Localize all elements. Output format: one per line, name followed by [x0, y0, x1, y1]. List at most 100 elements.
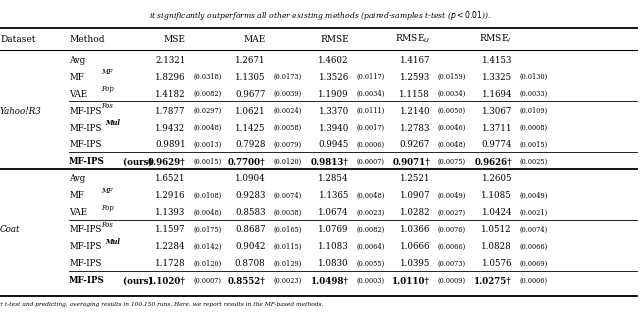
Text: 1.0907: 1.0907 — [399, 191, 430, 200]
Text: Pop: Pop — [102, 85, 115, 93]
Text: RMSE$_I$: RMSE$_I$ — [479, 33, 512, 45]
Text: Mul: Mul — [105, 238, 120, 246]
Text: † t-test and predicting, averaging results in 100,150 runs. Here, we report resu: † t-test and predicting, averaging resul… — [0, 302, 323, 307]
Text: 0.9626†: 0.9626† — [474, 157, 512, 167]
Text: 1.0666: 1.0666 — [399, 242, 430, 251]
Text: 0.8552†: 0.8552† — [228, 276, 266, 285]
Text: 0.8708: 0.8708 — [235, 259, 266, 268]
Text: MF-IPS: MF-IPS — [69, 276, 105, 285]
Text: (0.0075): (0.0075) — [438, 158, 466, 166]
Text: 1.2140: 1.2140 — [399, 107, 430, 115]
Text: 1.3711: 1.3711 — [481, 124, 512, 132]
Text: (0.0297): (0.0297) — [193, 107, 221, 115]
Text: 2.1321: 2.1321 — [156, 56, 186, 65]
Text: (0.0130): (0.0130) — [520, 73, 548, 81]
Text: MF-IPS: MF-IPS — [69, 157, 105, 167]
Text: 1.0110†: 1.0110† — [392, 276, 430, 285]
Text: (ours): (ours) — [120, 157, 152, 167]
Text: 1.4182: 1.4182 — [155, 90, 186, 99]
Text: 0.9891: 0.9891 — [155, 141, 186, 150]
Text: (0.0038): (0.0038) — [273, 209, 301, 217]
Text: (0.0318): (0.0318) — [193, 73, 221, 81]
Text: (0.0048): (0.0048) — [438, 141, 466, 149]
Text: 1.0275†: 1.0275† — [474, 276, 512, 285]
Text: (0.0082): (0.0082) — [356, 226, 385, 234]
Text: 0.9283: 0.9283 — [236, 191, 266, 200]
Text: (0.0079): (0.0079) — [273, 141, 301, 149]
Text: Coat: Coat — [0, 225, 20, 234]
Text: (0.0069): (0.0069) — [520, 259, 548, 268]
Text: VAE: VAE — [69, 90, 87, 99]
Text: (0.0115): (0.0115) — [273, 243, 301, 251]
Text: 1.1728: 1.1728 — [155, 259, 186, 268]
Text: 0.9071†: 0.9071† — [392, 157, 430, 167]
Text: 1.0674: 1.0674 — [318, 208, 349, 217]
Text: 1.2521: 1.2521 — [399, 174, 430, 183]
Text: (0.0058): (0.0058) — [273, 124, 301, 132]
Text: MSE: MSE — [164, 35, 186, 44]
Text: it significantly outperforms all other existing methods (paired-samples t-test (: it significantly outperforms all other e… — [149, 9, 491, 23]
Text: (0.0013): (0.0013) — [193, 141, 221, 149]
Text: (0.0074): (0.0074) — [520, 226, 548, 234]
Text: 0.9677: 0.9677 — [236, 90, 266, 99]
Text: 0.7928: 0.7928 — [235, 141, 266, 150]
Text: 0.9629†: 0.9629† — [148, 157, 186, 167]
Text: (0.0055): (0.0055) — [356, 259, 385, 268]
Text: (0.0050): (0.0050) — [438, 107, 466, 115]
Text: (0.0008): (0.0008) — [520, 124, 548, 132]
Text: (0.0064): (0.0064) — [356, 243, 385, 251]
Text: 1.0621: 1.0621 — [235, 107, 266, 115]
Text: 1.2916: 1.2916 — [155, 191, 186, 200]
Text: RMSE$_U$: RMSE$_U$ — [395, 33, 430, 45]
Text: 1.2593: 1.2593 — [400, 73, 430, 82]
Text: (0.0033): (0.0033) — [520, 90, 548, 98]
Text: (0.0082): (0.0082) — [193, 90, 221, 98]
Text: MF: MF — [69, 191, 84, 200]
Text: 1.1365: 1.1365 — [319, 191, 349, 200]
Text: 1.0424: 1.0424 — [481, 208, 512, 217]
Text: (0.0120): (0.0120) — [273, 158, 301, 166]
Text: 0.9813†: 0.9813† — [311, 157, 349, 167]
Text: MF: MF — [102, 187, 113, 195]
Text: 1.0769: 1.0769 — [318, 225, 349, 234]
Text: 1.3526: 1.3526 — [319, 73, 349, 82]
Text: (0.0111): (0.0111) — [356, 107, 385, 115]
Text: 0.8583: 0.8583 — [235, 208, 266, 217]
Text: 1.1305: 1.1305 — [235, 73, 266, 82]
Text: (0.0048): (0.0048) — [193, 209, 221, 217]
Text: Yahoo!R3: Yahoo!R3 — [0, 107, 42, 115]
Text: 1.1083: 1.1083 — [318, 242, 349, 251]
Text: 1.2783: 1.2783 — [400, 124, 430, 132]
Text: (0.0027): (0.0027) — [438, 209, 466, 217]
Text: 0.9774: 0.9774 — [482, 141, 512, 150]
Text: (0.0073): (0.0073) — [438, 259, 466, 268]
Text: (0.0049): (0.0049) — [520, 192, 548, 200]
Text: (0.0120): (0.0120) — [193, 259, 221, 268]
Text: 1.1393: 1.1393 — [156, 208, 186, 217]
Text: MF-IPS: MF-IPS — [69, 107, 102, 115]
Text: 1.0828: 1.0828 — [481, 242, 512, 251]
Text: (ours): (ours) — [120, 276, 152, 285]
Text: 1.4167: 1.4167 — [399, 56, 430, 65]
Text: 0.7700†: 0.7700† — [228, 157, 266, 167]
Text: 1.9432: 1.9432 — [156, 124, 186, 132]
Text: (0.0025): (0.0025) — [520, 158, 548, 166]
Text: 1.3370: 1.3370 — [319, 107, 349, 115]
Text: 1.1694: 1.1694 — [481, 90, 512, 99]
Text: 1.0830: 1.0830 — [318, 259, 349, 268]
Text: (0.0048): (0.0048) — [193, 124, 221, 132]
Text: (0.0007): (0.0007) — [193, 276, 221, 285]
Text: MF: MF — [102, 68, 113, 76]
Text: VAE: VAE — [69, 208, 87, 217]
Text: RMSE: RMSE — [320, 35, 349, 44]
Text: 1.2605: 1.2605 — [481, 174, 512, 183]
Text: Mul: Mul — [105, 119, 120, 127]
Text: MF-IPS: MF-IPS — [69, 242, 102, 251]
Text: 1.1020†: 1.1020† — [148, 276, 186, 285]
Text: (0.0117): (0.0117) — [356, 73, 385, 81]
Text: (0.0023): (0.0023) — [356, 209, 385, 217]
Text: (0.0074): (0.0074) — [273, 192, 301, 200]
Text: 1.1597: 1.1597 — [155, 225, 186, 234]
Text: (0.0049): (0.0049) — [438, 192, 466, 200]
Text: 0.9267: 0.9267 — [400, 141, 430, 150]
